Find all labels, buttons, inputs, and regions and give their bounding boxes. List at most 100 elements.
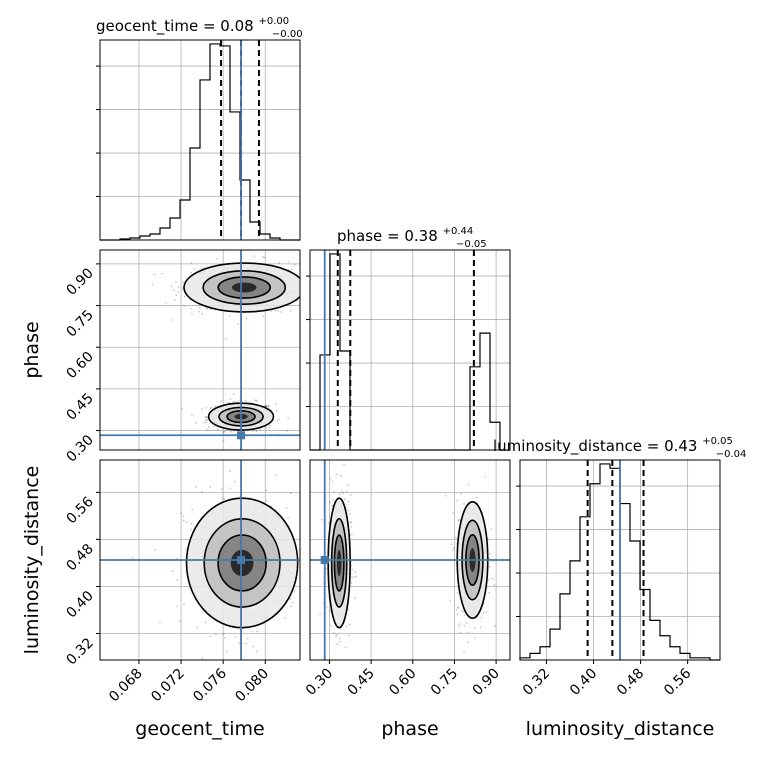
- sample-point: [209, 407, 212, 410]
- ytick-label: 0.30: [63, 432, 96, 465]
- truth-marker: [237, 556, 246, 564]
- sample-point: [179, 620, 181, 623]
- truth-marker: [237, 431, 246, 440]
- sample-point: [171, 570, 174, 572]
- ytick-label: 0.75: [63, 307, 96, 340]
- sample-point: [320, 587, 322, 589]
- panel-body: [100, 460, 323, 670]
- sample-point: [479, 626, 482, 629]
- sample-point: [264, 404, 266, 407]
- sample-point: [289, 492, 292, 495]
- contour-line: [217, 534, 267, 592]
- sample-point: [262, 315, 265, 317]
- contour-line: [217, 276, 272, 299]
- sample-point: [255, 650, 258, 653]
- sample-point: [343, 276, 345, 278]
- xlabel-geocent-time: geocent_time: [135, 718, 264, 740]
- sample-point: [182, 519, 185, 522]
- sample-point: [223, 497, 226, 500]
- sample-point: [488, 565, 491, 568]
- sample-point: [256, 630, 259, 633]
- sample-point: [349, 521, 352, 523]
- xtick-label: 0.48: [614, 666, 647, 699]
- sample-point: [488, 592, 491, 594]
- sample-point: [457, 518, 460, 521]
- sample-point: [206, 428, 209, 431]
- sample-point: [290, 310, 292, 312]
- sample-point: [268, 427, 270, 429]
- sample-point: [463, 614, 466, 616]
- contour-line: [333, 534, 345, 592]
- sample-point: [229, 430, 232, 433]
- sample-point: [482, 611, 485, 614]
- ytick-label: 0.40: [63, 588, 96, 621]
- sample-point: [455, 609, 458, 611]
- sample-point: [333, 490, 335, 493]
- sample-point: [278, 418, 280, 421]
- sample-point: [475, 496, 478, 499]
- sample-point: [461, 609, 463, 612]
- sample-point: [225, 338, 228, 340]
- sample-point: [321, 573, 323, 575]
- sample-point: [350, 525, 353, 528]
- sample-point: [302, 273, 304, 275]
- sample-point: [275, 410, 278, 412]
- sample-point: [253, 399, 256, 402]
- panel-phase-vs-geocent-time: [99, 249, 345, 451]
- sample-point: [255, 399, 258, 402]
- sample-point: [229, 398, 232, 400]
- xtick-label: 0.068: [106, 666, 146, 706]
- sample-point: [245, 317, 248, 320]
- sample-point: [267, 405, 270, 408]
- sample-point: [201, 312, 204, 315]
- sample-point: [343, 498, 346, 501]
- sample-point: [454, 537, 457, 539]
- sample-point: [452, 549, 454, 552]
- panel-luminosity-distance-vs-phase: [309, 459, 511, 661]
- sample-point: [456, 613, 459, 615]
- sample-point: [252, 430, 255, 432]
- sample-point: [252, 645, 254, 648]
- sample-point: [290, 268, 293, 271]
- sample-point: [232, 392, 235, 395]
- sample-point: [458, 623, 461, 625]
- sample-point: [216, 428, 219, 431]
- xtick-label: 0.90: [470, 666, 503, 699]
- sample-point: [274, 309, 277, 312]
- sample-point: [220, 488, 223, 490]
- sample-point: [214, 633, 217, 636]
- sample-point: [176, 605, 179, 608]
- sample-point: [349, 623, 351, 626]
- sample-point: [265, 405, 267, 408]
- sample-point: [193, 268, 196, 270]
- sample-point: [176, 578, 179, 581]
- sample-point: [455, 543, 458, 545]
- sample-point: [172, 319, 174, 321]
- sample-point: [345, 490, 348, 493]
- sample-point: [209, 486, 212, 488]
- title-geocent-time: geocent_time = 0.08 +0.00 −0.00: [96, 10, 303, 40]
- hist-step: [100, 43, 300, 241]
- sample-point: [350, 521, 353, 524]
- sample-point: [465, 622, 468, 625]
- sample-point: [459, 631, 462, 634]
- sample-point: [318, 308, 320, 310]
- ytick-label: 0.90: [63, 265, 96, 298]
- sample-point: [173, 299, 176, 301]
- axes-frame: [99, 249, 301, 451]
- ytick-label: 0.60: [63, 349, 96, 382]
- sample-point: [457, 606, 460, 608]
- sample-point: [190, 522, 193, 525]
- sample-point: [228, 668, 230, 670]
- sample-point: [350, 582, 353, 584]
- sample-point: [170, 285, 173, 288]
- sample-point: [332, 498, 334, 501]
- sample-point: [313, 274, 315, 276]
- sample-point: [153, 273, 156, 276]
- sample-point: [339, 640, 341, 643]
- sample-point: [304, 295, 306, 297]
- sample-point: [198, 307, 201, 309]
- sample-point: [183, 603, 185, 605]
- sample-point: [463, 503, 465, 505]
- sample-point: [343, 463, 345, 466]
